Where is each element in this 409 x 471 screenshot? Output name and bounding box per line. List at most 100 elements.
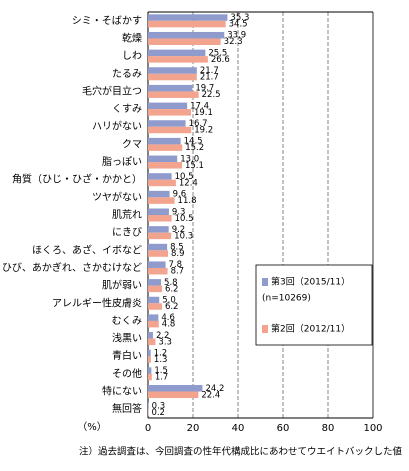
bar [148,303,162,310]
y-tick-label: 乾燥 [122,31,142,44]
y-tick-label: その他 [112,367,142,380]
y-tick-label: ほくろ、あざ、イボなど [32,243,142,256]
value-label: 4.6 [161,313,175,323]
value-label: 9.3 [172,207,186,217]
value-label: 6.2 [165,302,179,312]
value-label: 5.0 [162,296,176,306]
value-label: 1.2 [154,348,168,358]
bar [148,356,151,363]
y-tick-label: むくみ [112,315,142,327]
bar [148,349,151,357]
y-tick-label: クマ [122,138,142,150]
bar [148,190,170,198]
value-label: 0.3 [152,401,166,411]
bar [148,38,221,45]
bar [148,232,172,240]
value-label: 1.7 [155,373,169,383]
value-label: 13.0 [180,154,199,164]
value-label: 11.8 [178,196,197,206]
legend-swatch [262,325,268,333]
value-label: 1.5 [154,366,168,376]
value-label: 2.2 [156,331,170,341]
y-tick-label: ツヤがない [92,190,142,203]
legend-note: (n=10269) [262,294,311,304]
y-tick-label: 肌が弱い [102,279,142,292]
bar [148,267,168,275]
bar [148,320,159,328]
x-tick-label: 40 [232,423,245,434]
legend-label: 第2回（2012/11） [271,323,350,335]
x-tick-label: 60 [277,423,290,434]
value-label: 10.3 [174,231,193,241]
value-label: 15.2 [185,143,204,153]
value-label: 9.2 [172,225,186,235]
value-label: 22.5 [202,90,221,100]
value-label: 3.3 [158,337,172,347]
value-label: 1.3 [154,355,168,365]
bar [148,144,183,151]
x-axis-label: （%） [77,421,107,433]
legend-box [255,264,373,346]
y-tick-label: アレルギー性皮膚炎 [52,296,142,309]
y-tick-label: 肌荒れ [112,209,142,221]
value-label: 33.9 [227,31,246,41]
y-tick-label: 無回答 [112,402,142,415]
x-tick-label: 0 [145,423,151,434]
legend-swatch [262,278,268,286]
bar [148,314,159,321]
value-label: 32.3 [224,37,243,47]
bar [148,197,175,204]
value-label: 12.4 [179,178,198,188]
value-label: 26.6 [211,55,230,65]
bar [148,173,172,180]
value-label: 8.9 [171,249,185,259]
bar [148,373,152,381]
value-label: 16.7 [189,119,208,129]
y-tick-label: ハリがない [92,120,142,133]
bar [148,84,193,92]
bar [148,31,225,39]
value-label: 22.4 [201,390,220,400]
legend-label: 第3回（2015/11） [271,276,350,288]
value-label: 5.8 [164,278,178,288]
value-label: 24.2 [205,384,224,394]
bar [148,226,169,233]
value-label: 10.5 [175,214,194,224]
y-tick-label: 脂っぽい [102,155,142,168]
value-label: 4.8 [162,320,176,330]
y-tick-label: ひび、あかぎれ、さかむけなど [2,261,142,274]
value-label: 21.7 [200,73,219,83]
value-label: 35.3 [230,13,249,23]
value-label: 0.2 [151,408,165,418]
bar [148,338,156,346]
value-label: 8.7 [171,267,185,277]
value-label: 34.5 [229,20,248,30]
value-label: 19.7 [195,84,214,94]
bar [148,73,197,81]
value-label: 9.6 [173,190,187,200]
y-tick-label: しわ [122,50,142,62]
y-tick-label: 浅黒い [112,332,142,345]
value-label: 8.5 [170,243,184,253]
value-label: 21.7 [200,66,219,76]
bar [148,385,203,392]
value-label: 17.4 [190,101,209,111]
value-label: 10.5 [175,172,194,182]
bar [148,120,186,127]
bar [148,243,168,251]
bar [148,332,153,339]
bar [148,20,226,28]
value-label: 14.5 [184,137,203,147]
bar [148,109,191,116]
bar [148,261,166,268]
y-tick-label: シミ・そばかす [72,15,142,27]
x-tick-label: 20 [187,423,200,434]
bar [148,296,160,304]
value-label: 6.2 [165,284,179,294]
bar [148,250,169,257]
bar [148,285,162,293]
value-label: 19.1 [194,108,213,118]
value-label: 7.8 [169,260,183,270]
bar [148,215,172,222]
